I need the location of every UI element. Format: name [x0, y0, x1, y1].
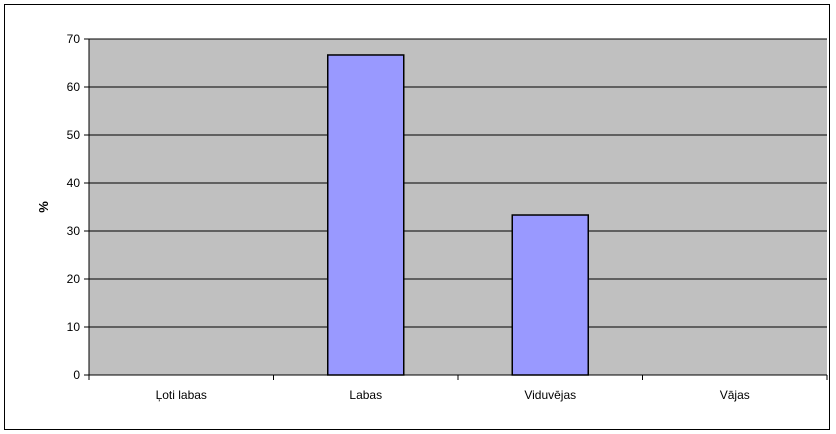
y-tick-label: 60 — [67, 80, 81, 94]
plot-area — [89, 39, 827, 375]
y-tick-label: 40 — [67, 176, 81, 190]
bar-labas — [327, 54, 405, 376]
x-tick-label: Ļoti labas — [156, 388, 207, 402]
gridlines — [89, 38, 827, 328]
y-tick-label: 30 — [67, 224, 81, 238]
y-tick-label: 10 — [67, 320, 81, 334]
y-tick-labels: 0 10 20 30 40 50 60 70 — [67, 32, 89, 382]
y-tick-label: 50 — [67, 128, 81, 142]
x-tick-label: Vājas — [720, 388, 750, 402]
x-tick-label: Viduvējas — [524, 388, 576, 402]
x-tick-labels: Ļoti labas Labas Viduvējas Vājas — [88, 375, 828, 402]
bars — [327, 54, 589, 376]
x-tick-label: Labas — [349, 388, 382, 402]
y-tick-label: 20 — [67, 272, 81, 286]
y-tick-label: 0 — [73, 368, 80, 382]
bar-viduvējas — [511, 214, 589, 376]
y-axis-title: % — [36, 201, 51, 213]
y-tick-label: 70 — [67, 32, 81, 46]
